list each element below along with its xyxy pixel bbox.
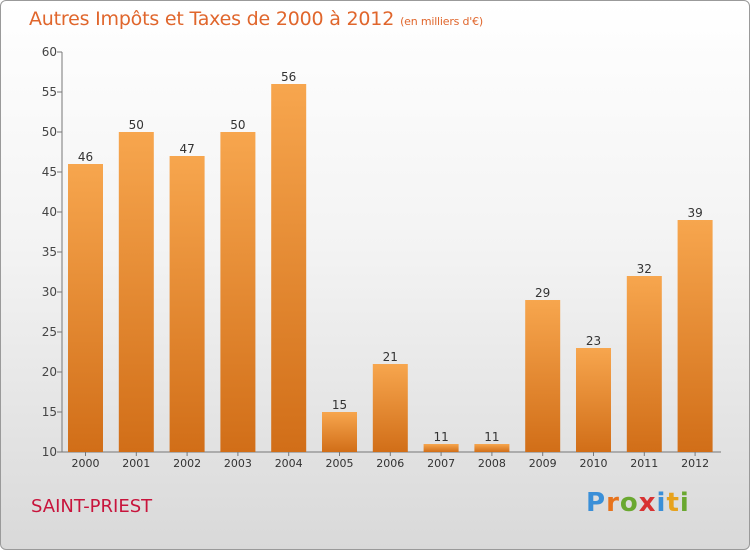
bar [322,412,357,452]
bar [372,364,408,452]
bar-value-label: 56 [281,70,296,84]
bar [118,132,154,452]
bar [626,276,662,452]
bar [423,444,459,452]
x-axis: 2000 2001 2002 2003 2004 2005 2006 2007 2008 2009… [72,452,709,470]
y-tick-label: 60 [42,45,57,59]
bar-value-label: 46 [78,150,93,164]
y-tick-label: 15 [42,405,57,419]
bar [677,220,713,452]
x-tick-label: 2001 [122,457,150,470]
title-unit: (en milliers d'€) [400,15,483,28]
bar [474,444,510,452]
bar-value-label: 29 [535,286,550,300]
bar-value-label: 50 [129,118,144,132]
bar [525,300,561,452]
x-tick-label: 2004 [275,457,303,470]
y-tick-label: 35 [42,245,57,259]
y-tick-label: 50 [42,125,57,139]
x-tick-label: 2008 [478,457,506,470]
y-tick-label: 10 [42,445,57,459]
bar-value-label: 47 [179,142,194,156]
x-tick-label: 2006 [376,457,404,470]
bars: 46 50 47 50 56 15 21 11 11 29 23 32 39 [68,70,713,452]
y-tick-label: 55 [42,85,57,99]
bar-value-label: 11 [484,430,499,444]
x-tick-label: 2003 [224,457,252,470]
proxiti-logo: Proxiti [586,488,690,518]
x-tick-label: 2012 [681,457,709,470]
x-tick-label: 2011 [630,457,658,470]
x-tick-label: 2010 [580,457,608,470]
y-tick-label: 30 [42,285,57,299]
y-tick-label: 20 [42,365,57,379]
x-tick-label: 2005 [326,457,354,470]
bar [576,348,611,452]
bar [271,84,307,452]
x-tick-label: 2007 [427,457,455,470]
x-tick-label: 2009 [529,457,557,470]
bar-value-label: 21 [383,350,398,364]
x-tick-label: 2000 [72,457,100,470]
bar-value-label: 32 [637,262,652,276]
bar-value-label: 11 [433,430,448,444]
bar-value-label: 23 [586,334,601,348]
bar [68,164,103,452]
chart-title: Autres Impôts et Taxes de 2000 à 2012 (en… [29,8,483,30]
bar-value-label: 39 [687,206,702,220]
x-tick-label: 2002 [173,457,201,470]
y-tick-label: 25 [42,325,57,339]
title-text: Autres Impôts et Taxes de 2000 à 2012 [29,8,395,30]
y-tick-label: 40 [42,205,57,219]
bar [169,156,205,452]
bar-value-label: 50 [230,118,245,132]
bar [220,132,256,452]
place-name: SAINT-PRIEST [31,496,153,517]
y-tick-label: 45 [42,165,57,179]
bar-value-label: 15 [332,398,347,412]
